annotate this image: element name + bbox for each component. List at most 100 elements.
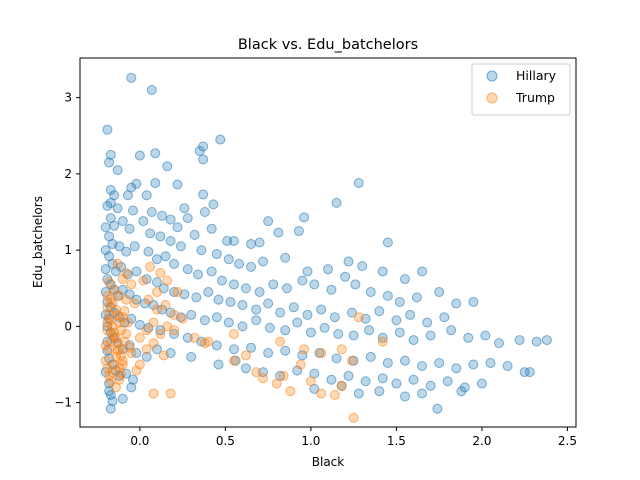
point-hillary-112 <box>203 287 214 298</box>
point-hillary-27 <box>128 205 139 216</box>
point-hillary-109 <box>169 287 180 298</box>
point-hillary-2 <box>102 124 113 135</box>
point-hillary-121 <box>316 304 327 315</box>
point-trump-12 <box>121 294 132 305</box>
point-hillary-194 <box>468 359 479 370</box>
points-layer <box>100 72 552 423</box>
point-hillary-94 <box>382 290 393 301</box>
point-hillary-47 <box>109 220 120 231</box>
x-tick-label-3: 1.5 <box>387 434 406 448</box>
y-tick-label-4: 3 <box>64 91 72 105</box>
point-hillary-49 <box>124 223 135 234</box>
point-hillary-79 <box>182 264 193 275</box>
point-hillary-212 <box>240 363 251 374</box>
point-hillary-224 <box>442 376 453 387</box>
point-trump-17 <box>169 309 180 320</box>
point-trump-37 <box>348 412 359 423</box>
point-trump-91 <box>134 359 145 370</box>
point-trump-97 <box>114 374 125 385</box>
point-hillary-159 <box>425 330 436 341</box>
point-trump-59 <box>141 325 152 336</box>
point-hillary-18 <box>179 203 190 214</box>
y-tick-label-1: 0 <box>64 319 72 333</box>
x-tick-label-2: 1.0 <box>301 434 320 448</box>
point-hillary-40 <box>273 227 284 238</box>
point-hillary-245 <box>399 391 410 402</box>
point-hillary-207 <box>151 344 162 355</box>
point-trump-28 <box>278 370 289 381</box>
point-hillary-135 <box>124 289 135 300</box>
point-hillary-89 <box>309 279 320 290</box>
point-trump-60 <box>148 317 159 328</box>
point-hillary-164 <box>514 335 525 346</box>
point-trump-0 <box>112 258 123 269</box>
point-hillary-85 <box>254 287 265 298</box>
point-hillary-25 <box>112 203 123 214</box>
point-hillary-43 <box>331 197 342 208</box>
point-hillary-183 <box>280 345 291 356</box>
point-trump-24 <box>240 350 251 361</box>
point-hillary-95 <box>394 296 405 307</box>
point-hillary-64 <box>323 264 333 275</box>
point-hillary-161 <box>463 332 474 343</box>
point-hillary-149 <box>280 325 291 336</box>
point-hillary-225 <box>459 382 470 393</box>
point-trump-86 <box>116 325 127 336</box>
point-hillary-50 <box>138 216 149 227</box>
point-hillary-90 <box>326 284 337 295</box>
point-hillary-153 <box>333 328 344 339</box>
point-trump-22 <box>228 328 239 339</box>
point-hillary-75 <box>143 246 154 257</box>
point-hillary-181 <box>246 342 257 353</box>
point-hillary-84 <box>240 283 251 294</box>
point-trump-26 <box>258 373 269 384</box>
point-hillary-68 <box>399 274 410 285</box>
point-hillary-217 <box>326 374 337 385</box>
point-hillary-52 <box>155 231 166 242</box>
point-hillary-91 <box>340 271 351 282</box>
point-hillary-74 <box>129 241 140 252</box>
point-hillary-182 <box>263 348 274 359</box>
point-hillary-116 <box>251 304 262 315</box>
point-hillary-210 <box>213 359 224 370</box>
point-hillary-155 <box>364 325 375 336</box>
point-trump-54 <box>121 328 132 339</box>
point-hillary-205 <box>131 348 142 359</box>
point-hillary-16 <box>150 178 161 189</box>
point-trump-36 <box>336 344 347 355</box>
point-hillary-151 <box>305 327 316 338</box>
point-hillary-99 <box>468 296 479 307</box>
point-hillary-17 <box>172 179 183 190</box>
point-hillary-80 <box>193 269 204 280</box>
point-hillary-3 <box>105 149 116 160</box>
point-hillary-57 <box>211 248 222 259</box>
point-hillary-223 <box>425 380 436 391</box>
point-trump-79 <box>100 355 111 366</box>
point-trump-30 <box>295 359 306 370</box>
point-hillary-78 <box>169 258 180 269</box>
point-trump-92 <box>131 365 142 376</box>
point-hillary-122 <box>329 312 340 323</box>
point-hillary-36 <box>228 235 239 246</box>
point-trump-78 <box>100 340 111 351</box>
point-hillary-154 <box>348 330 359 341</box>
point-trump-1 <box>117 274 128 285</box>
point-hillary-107 <box>151 277 162 288</box>
point-hillary-176 <box>169 328 180 339</box>
point-hillary-166 <box>541 335 552 346</box>
point-hillary-193 <box>451 363 462 374</box>
point-hillary-11 <box>215 134 226 145</box>
point-hillary-92 <box>350 279 361 290</box>
point-hillary-128 <box>422 317 433 328</box>
point-trump-57 <box>126 348 137 359</box>
point-trump-80 <box>102 290 113 301</box>
point-hillary-177 <box>182 332 193 343</box>
point-trump-98 <box>102 317 113 328</box>
point-hillary-86 <box>268 279 279 290</box>
point-hillary-197 <box>519 367 530 378</box>
point-trump-23 <box>228 355 239 366</box>
point-hillary-5 <box>104 157 115 168</box>
point-trump-63 <box>169 325 180 336</box>
x-tick-label-1: 0.5 <box>216 434 235 448</box>
point-hillary-13 <box>131 178 142 189</box>
